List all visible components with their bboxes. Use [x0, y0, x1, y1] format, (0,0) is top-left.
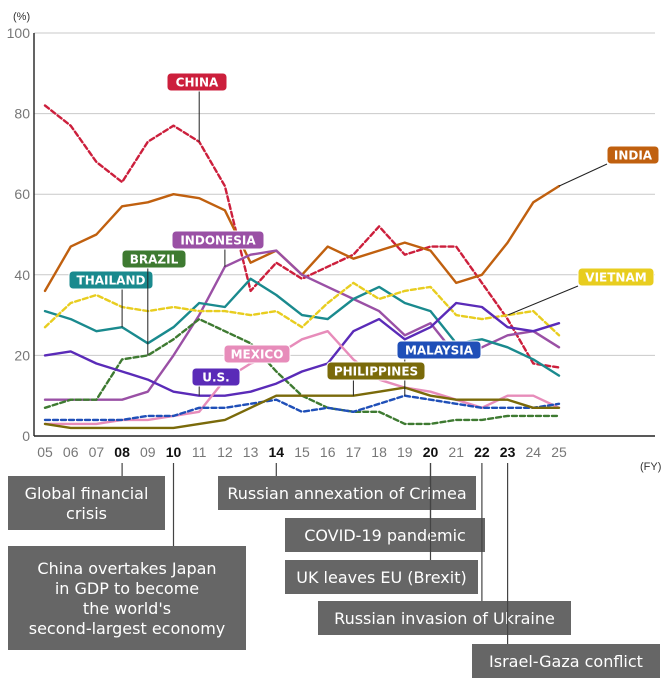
x-tick-label: 19	[397, 444, 413, 460]
event-box	[285, 560, 478, 594]
x-tick-label: 12	[217, 444, 233, 460]
event-label: Global financial	[25, 484, 149, 503]
series-label: MALAYSIA	[405, 344, 474, 358]
label-box	[326, 361, 426, 381]
label-box	[606, 145, 660, 165]
series-label: INDONESIA	[180, 234, 256, 248]
y-tick-label: 40	[14, 267, 30, 283]
x-tick-label: 23	[500, 444, 516, 460]
series-label: CHINA	[176, 76, 219, 90]
x-tick-label: 05	[37, 444, 53, 460]
label-box	[191, 367, 241, 387]
series-label: VIETNAM	[585, 271, 646, 285]
y-tick-label: 0	[22, 428, 30, 444]
label-box	[121, 249, 187, 269]
event-label: in GDP to become	[55, 579, 199, 598]
event-box	[218, 476, 476, 510]
y-tick-label: 60	[14, 186, 30, 202]
event-box	[8, 476, 165, 530]
label-box	[396, 340, 482, 360]
series-line	[43, 301, 561, 397]
event-label: crisis	[66, 504, 107, 523]
series-label: PHILIPPINES	[334, 365, 418, 379]
y-tick-label: 20	[14, 347, 30, 363]
x-unit-label: (FY)	[640, 461, 661, 473]
label-box	[68, 270, 154, 290]
label-box	[577, 267, 655, 287]
x-tick-label: 10	[166, 444, 182, 460]
series-label: MEXICO	[231, 348, 284, 362]
x-tick-label: 24	[526, 444, 542, 460]
event-label: second-largest economy	[29, 619, 226, 638]
x-tick-label: 07	[89, 444, 105, 460]
label-box	[223, 344, 291, 364]
x-tick-label: 22	[474, 444, 490, 460]
series-line	[43, 386, 561, 430]
event-box	[318, 601, 571, 635]
event-label: Russian invasion of Ukraine	[334, 609, 555, 628]
y-unit-label: (%)	[13, 11, 30, 23]
series-line	[43, 104, 561, 369]
x-tick-label: 25	[551, 444, 567, 460]
x-tick-label: 11	[192, 444, 207, 460]
x-tick-label: 17	[346, 444, 362, 460]
x-tick-label: 21	[448, 444, 464, 460]
x-tick-label: 20	[423, 444, 439, 460]
event-label: China overtakes Japan	[37, 559, 216, 578]
axis-ticks: 0 20 40 60 80 100 (%) 05 06 07 08 09 10 11 12 13 14 15 16 1…	[7, 11, 662, 473]
series-lines	[43, 104, 561, 430]
x-tick-label: 13	[243, 444, 259, 460]
x-tick-label: 14	[269, 444, 285, 460]
series-label: THAILAND	[77, 274, 146, 288]
x-tick-label: 09	[140, 444, 156, 460]
event-label: Russian annexation of Crimea	[227, 484, 466, 503]
label-box	[171, 230, 265, 250]
x-tick-label: 18	[371, 444, 387, 460]
series-line	[43, 330, 561, 426]
x-tick-label: 08	[114, 444, 130, 460]
event-label: COVID-19 pandemic	[304, 526, 466, 545]
event-label: UK leaves EU (Brexit)	[296, 568, 466, 587]
label-leader	[558, 163, 608, 187]
y-tick-label: 80	[14, 106, 30, 122]
event-box	[285, 518, 485, 552]
series-label: INDIA	[614, 149, 653, 163]
y-tick-label: 100	[7, 25, 31, 41]
label-leader	[507, 285, 579, 316]
event-box	[472, 644, 660, 678]
x-tick-label: 15	[294, 444, 310, 460]
series-label: U.S.	[202, 371, 230, 385]
event-label: Israel-Gaza conflict	[489, 652, 643, 671]
series-line	[43, 394, 561, 422]
x-tick-label: 06	[63, 444, 79, 460]
series-line	[43, 281, 561, 337]
x-tick-label: 16	[320, 444, 336, 460]
series-label: BRAZIL	[130, 253, 179, 267]
event-label: the world's	[83, 599, 171, 618]
event-box	[8, 546, 246, 650]
label-box	[166, 72, 228, 92]
series-labels: CHINA INDIA INDONESIA THAILAND VIETNAM BRAZIL…	[68, 72, 660, 396]
